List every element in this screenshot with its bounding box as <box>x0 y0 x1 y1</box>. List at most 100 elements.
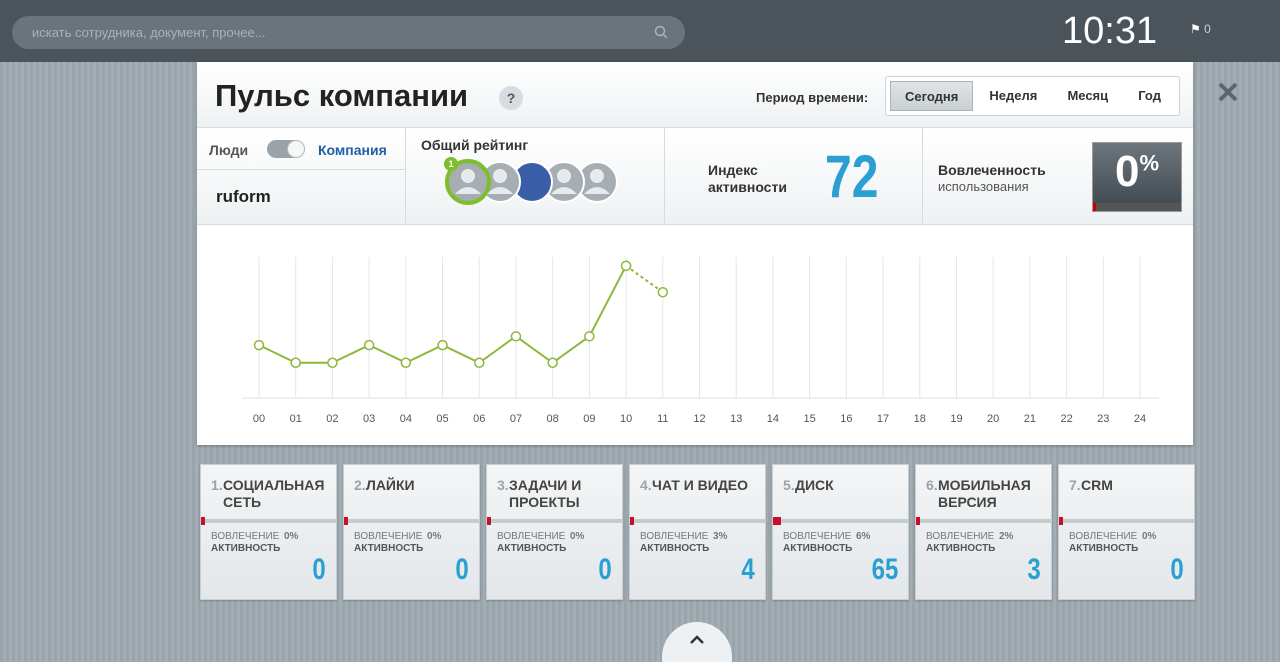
module-engagement-label: ВОВЛЕЧЕНИЕ <box>1069 531 1138 542</box>
x-tick-label: 02 <box>326 413 338 425</box>
period-label: Период времени: <box>756 90 869 105</box>
module-number: 1. <box>211 477 223 493</box>
x-tick-label: 03 <box>363 413 375 425</box>
search-icon[interactable] <box>654 25 668 39</box>
module-activity-label: АКТИВНОСТЬ <box>354 543 424 554</box>
module-title: ЗАДАЧИ И ПРОЕКТЫ <box>509 477 582 510</box>
module-activity-label: АКТИВНОСТЬ <box>640 543 710 554</box>
module-engagement-label: ВОВЛЕЧЕНИЕ <box>354 531 423 542</box>
module-bar <box>916 517 1051 525</box>
point <box>363 339 375 351</box>
module-number: 2. <box>354 477 366 493</box>
line <box>625 265 664 294</box>
module-card[interactable]: 7. CRM ВОВЛЕЧЕНИЕ 0% АКТИВНОСТЬ 0 <box>1058 464 1195 600</box>
module-bar <box>201 517 336 525</box>
toggle-right[interactable]: Компания <box>318 142 387 158</box>
module-bar-fill <box>344 517 348 525</box>
module-engagement-label: ВОВЛЕЧЕНИЕ <box>211 531 280 542</box>
close-button[interactable] <box>1217 81 1239 103</box>
period-tab[interactable]: Год <box>1138 88 1161 103</box>
module-activity-label: АКТИВНОСТЬ <box>211 543 281 554</box>
x-tick-label: 07 <box>510 413 522 425</box>
module-bar <box>344 517 479 525</box>
period-tab[interactable]: Месяц <box>1067 88 1109 103</box>
module-card[interactable]: 6. МОБИЛЬНАЯ ВЕРСИЯ ВОВЛЕЧЕНИЕ 2% АКТИВНОСТЬ… <box>915 464 1052 600</box>
engagement-subtitle: использования <box>938 179 1029 194</box>
notification-count: 0 <box>1204 22 1211 36</box>
x-tick-label: 22 <box>1060 413 1072 425</box>
module-activity: 65 <box>871 553 898 586</box>
x-tick-label: 23 <box>1097 413 1109 425</box>
module-card[interactable]: 4. ЧАТ И ВИДЕО ВОВЛЕЧЕНИЕ 3% АКТИВНОСТЬ 4 <box>629 464 766 600</box>
module-activity: 0 <box>1170 553 1184 586</box>
module-card[interactable]: 2. ЛАЙКИ ВОВЛЕЧЕНИЕ 0% АКТИВНОСТЬ 0 <box>343 464 480 600</box>
module-number: 6. <box>926 477 938 493</box>
period-tab[interactable]: Неделя <box>989 88 1038 103</box>
x-tick-label: 19 <box>950 413 962 425</box>
point <box>584 331 595 342</box>
module-bar-fill <box>487 517 491 525</box>
module-number: 5. <box>783 477 795 493</box>
module-card[interactable]: 1. СОЦИАЛЬНАЯ СЕТЬ ВОВЛЕЧЕНИЕ 0% АКТИВНОСТЬ 0 <box>200 464 337 600</box>
module-engagement: 3% <box>713 531 728 542</box>
engagement-title: Вовлеченность <box>938 162 1046 178</box>
x-tick-label: 00 <box>253 413 265 425</box>
search-input[interactable]: искать сотрудника, документ, прочее... <box>12 16 685 49</box>
x-tick-label: 12 <box>693 413 705 425</box>
module-engagement: 2% <box>999 531 1014 542</box>
rating-badge: 1 <box>448 159 453 169</box>
engagement-gauge: 0% <box>1092 142 1182 212</box>
point <box>327 357 338 368</box>
top-bar: искать сотрудника, документ, прочее... 1… <box>0 0 1280 62</box>
index-value: 72 <box>825 143 879 210</box>
point <box>620 260 632 272</box>
x-tick-label: 06 <box>473 413 485 425</box>
help-button[interactable]: ? <box>499 86 523 110</box>
module-title: ДИСК <box>795 477 834 493</box>
module-engagement-label: ВОВЛЕЧЕНИЕ <box>783 531 852 542</box>
module-engagement-label: ВОВЛЕЧЕНИЕ <box>926 531 995 542</box>
x-tick-label: 09 <box>583 413 595 425</box>
module-bar-fill <box>201 517 205 525</box>
x-tick-label: 24 <box>1134 413 1146 425</box>
module-number: 3. <box>497 477 509 493</box>
module-activity-label: АКТИВНОСТЬ <box>783 543 853 554</box>
module-number: 7. <box>1069 477 1081 493</box>
notifications[interactable]: ⚑ 0 <box>1190 22 1211 36</box>
point <box>547 357 558 368</box>
toggle[interactable] <box>267 140 305 158</box>
expand-button[interactable] <box>662 622 732 662</box>
module-card[interactable]: 3. ЗАДАЧИ И ПРОЕКТЫ ВОВЛЕЧЕНИЕ 0% АКТИВНОСТЬ… <box>486 464 623 600</box>
module-card[interactable]: 5. ДИСК ВОВЛЕЧЕНИЕ 6% АКТИВНОСТЬ 65 <box>772 464 909 600</box>
toggle-left[interactable]: Люди <box>209 142 249 158</box>
module-activity: 0 <box>455 553 469 586</box>
x-tick-label: 11 <box>657 413 668 425</box>
module-bar <box>773 517 908 525</box>
index-label: Индекс активности <box>708 162 787 195</box>
module-engagement: 0% <box>1142 531 1157 542</box>
module-title: ЛАЙКИ <box>366 477 415 493</box>
point <box>510 331 522 342</box>
module-number: 4. <box>640 477 652 493</box>
x-tick-label: 15 <box>804 413 816 425</box>
company-name: ruform <box>216 187 271 206</box>
x-tick-label: 18 <box>914 413 926 425</box>
engagement-number: 0 <box>1115 147 1140 196</box>
panel: Пульс компании ? Период времени: Сегодня… <box>197 62 1193 445</box>
x-tick-label: 14 <box>767 413 779 425</box>
module-bar-fill <box>916 517 920 525</box>
x-tick-label: 04 <box>400 413 412 425</box>
module-activity-label: АКТИВНОСТЬ <box>926 543 996 554</box>
rating-avatars: 1 <box>444 157 618 205</box>
period-tab[interactable]: Сегодня <box>890 81 974 111</box>
module-engagement-label: ВОВЛЕЧЕНИЕ <box>497 531 566 542</box>
module-title: CRM <box>1081 477 1113 493</box>
header: Пульс компании ? Период времени: Сегодня… <box>197 62 1193 128</box>
module-engagement-label: ВОВЛЕЧЕНИЕ <box>640 531 709 542</box>
point <box>657 287 669 298</box>
module-bar <box>487 517 622 525</box>
module-title: СОЦИАЛЬНАЯ СЕТЬ <box>223 477 325 510</box>
x-tick-label: 16 <box>840 413 852 425</box>
module-title: МОБИЛЬНАЯ ВЕРСИЯ <box>938 477 1031 510</box>
